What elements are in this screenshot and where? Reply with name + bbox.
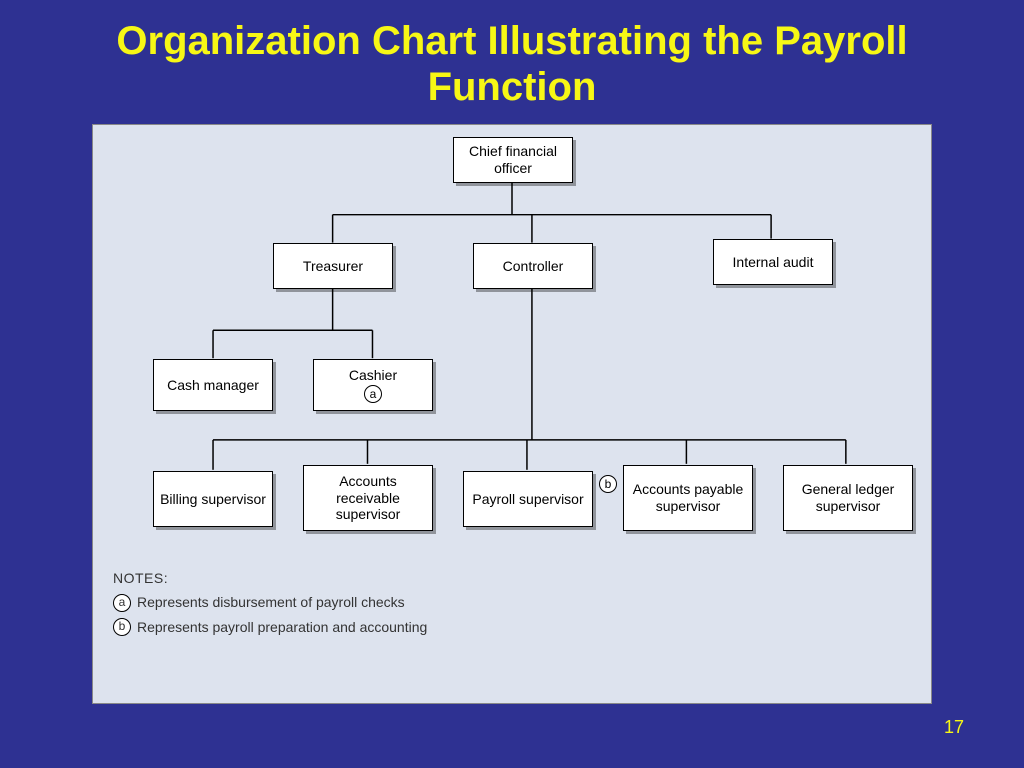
org-node-label: Treasurer bbox=[303, 258, 363, 275]
org-node-label: General ledger supervisor bbox=[790, 481, 906, 515]
note-text: Represents payroll preparation and accou… bbox=[137, 616, 427, 638]
org-node-payroll: Payroll supervisor bbox=[463, 471, 593, 527]
notes-heading: NOTES: bbox=[113, 567, 427, 589]
org-node-label: Chief financial officer bbox=[460, 143, 566, 177]
org-node-label: Internal audit bbox=[733, 254, 814, 271]
org-node-cfo: Chief financial officer bbox=[453, 137, 573, 183]
slide-title: Organization Chart Illustrating the Payr… bbox=[0, 0, 1024, 124]
org-node-cashmgr: Cash manager bbox=[153, 359, 273, 411]
page-number: 17 bbox=[944, 717, 964, 738]
annotation-b-icon: b bbox=[599, 475, 617, 493]
annotation-a-icon: a bbox=[364, 385, 382, 403]
org-node-label: Controller bbox=[503, 258, 564, 275]
org-chart: NOTES: a Represents disbursement of payro… bbox=[92, 124, 932, 704]
note-mark-icon: a bbox=[113, 594, 131, 612]
org-node-billing: Billing supervisor bbox=[153, 471, 273, 527]
org-node-gl: General ledger supervisor bbox=[783, 465, 913, 531]
org-node-label: Payroll supervisor bbox=[472, 491, 583, 508]
org-node-audit: Internal audit bbox=[713, 239, 833, 285]
org-node-label: Cashier bbox=[349, 367, 397, 384]
org-node-label: Accounts payable supervisor bbox=[630, 481, 746, 515]
org-node-ap: Accounts payable supervisor bbox=[623, 465, 753, 531]
chart-notes: NOTES: a Represents disbursement of payro… bbox=[113, 567, 427, 638]
org-node-ar: Accounts receivable supervisor bbox=[303, 465, 433, 531]
note-line: a Represents disbursement of payroll chec… bbox=[113, 591, 427, 613]
slide: Organization Chart Illustrating the Payr… bbox=[0, 0, 1024, 768]
org-node-controller: Controller bbox=[473, 243, 593, 289]
org-node-label: Cash manager bbox=[167, 377, 259, 394]
note-line: b Represents payroll preparation and acco… bbox=[113, 616, 427, 638]
org-node-label: Billing supervisor bbox=[160, 491, 266, 508]
note-text: Represents disbursement of payroll check… bbox=[137, 591, 405, 613]
note-mark-icon: b bbox=[113, 618, 131, 636]
org-node-cashier: Cashiera bbox=[313, 359, 433, 411]
org-node-treasurer: Treasurer bbox=[273, 243, 393, 289]
org-node-label: Accounts receivable supervisor bbox=[310, 473, 426, 523]
